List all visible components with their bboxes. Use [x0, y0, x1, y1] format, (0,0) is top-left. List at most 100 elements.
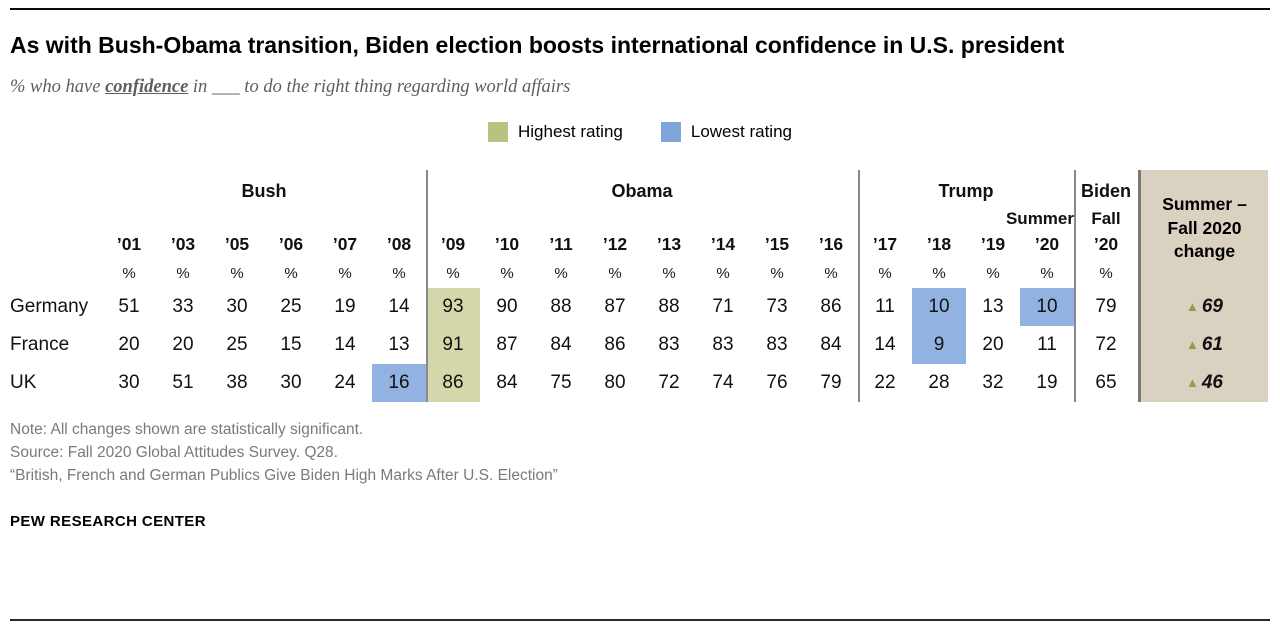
value-cell: 30	[226, 295, 248, 317]
year-label: ’06	[278, 234, 304, 255]
value-cell: 14	[334, 333, 356, 355]
value-cell: 74	[712, 371, 734, 393]
year-label: ’17	[872, 234, 898, 255]
value-cell: 73	[766, 295, 788, 317]
value-cell: 10	[912, 287, 966, 326]
year-label: ’15	[764, 234, 790, 255]
percent-sign: %	[878, 265, 892, 283]
percent-sign: %	[1099, 265, 1113, 283]
percent-sign: %	[824, 265, 838, 283]
year-label: ’05	[224, 234, 250, 255]
note-line: Note: All changes shown are statisticall…	[10, 420, 364, 438]
percent-sign: %	[230, 265, 244, 283]
value-cell: 30	[118, 371, 140, 393]
country-label: UK	[10, 371, 37, 393]
group-divider	[858, 169, 860, 402]
year-label: ’10	[494, 234, 520, 255]
legend-swatch	[660, 121, 681, 142]
year-label: ’19	[980, 234, 1006, 255]
value-cell: 90	[496, 295, 518, 317]
subtitle-prefix: % who have	[10, 76, 106, 97]
value-cell: 25	[226, 333, 248, 355]
value-cell: 79	[1095, 295, 1117, 317]
value-cell: 76	[766, 371, 788, 393]
value-cell: 22	[874, 371, 896, 393]
value-cell: 30	[280, 371, 302, 393]
year-label: ’13	[656, 234, 682, 255]
value-cell: 72	[658, 371, 680, 393]
value-cell: 51	[118, 295, 140, 317]
year-label: ’11	[549, 234, 573, 255]
value-cell: 33	[172, 295, 194, 317]
percent-sign: %	[554, 265, 568, 283]
change-value: ▲ 61	[1138, 325, 1268, 364]
report-page: As with Bush-Obama transition, Biden ele…	[0, 8, 1280, 628]
year-label: ’16	[818, 234, 844, 255]
value-cell: 20	[172, 333, 194, 355]
president-group-label: Obama	[611, 180, 673, 201]
change-column-header: Summer – Fall 2020 change	[1138, 169, 1268, 288]
country-label: Germany	[10, 295, 89, 317]
value-cell: 13	[982, 295, 1004, 317]
up-triangle-icon: ▲	[1185, 337, 1199, 353]
year-label: ’20	[1093, 234, 1119, 255]
value-cell: 20	[118, 333, 140, 355]
value-cell: 28	[928, 371, 950, 393]
value-cell: 13	[388, 333, 410, 355]
quote-line: “British, French and German Publics Give…	[10, 467, 558, 485]
value-cell: 84	[496, 371, 518, 393]
year-label: ’18	[926, 234, 952, 255]
change-number: 69	[1201, 295, 1223, 317]
country-label: France	[10, 333, 70, 355]
confidence-table: Bush Obama Trump Biden Summer Fall ’01% ’03% ’05…	[10, 169, 1268, 402]
percent-sign: %	[122, 265, 136, 283]
value-cell: 86	[426, 363, 480, 402]
percent-sign: %	[446, 265, 460, 283]
legend-label: Highest rating	[517, 121, 623, 141]
value-cell: 87	[604, 295, 626, 317]
value-cell: 80	[604, 371, 626, 393]
value-cell: 75	[550, 371, 572, 393]
group-divider	[1074, 169, 1076, 402]
value-cell: 15	[280, 333, 302, 355]
percent-sign: %	[338, 265, 352, 283]
value-cell: 83	[658, 333, 680, 355]
value-cell: 88	[550, 295, 572, 317]
source-line: Source: Fall 2020 Global Attitudes Surve…	[10, 443, 338, 461]
change-value: ▲ 46	[1138, 363, 1268, 402]
value-cell: 19	[334, 295, 356, 317]
legend-item: Highest rating	[487, 121, 623, 142]
percent-sign: %	[986, 265, 1000, 283]
year-label: ’20	[1034, 234, 1060, 255]
value-cell: 19	[1036, 371, 1058, 393]
page-title: As with Bush-Obama transition, Biden ele…	[10, 32, 1065, 58]
value-cell: 25	[280, 295, 302, 317]
value-cell: 79	[820, 371, 842, 393]
value-cell: 32	[982, 371, 1004, 393]
value-cell: 84	[820, 333, 842, 355]
year-label: ’03	[170, 234, 196, 255]
value-cell: 24	[334, 371, 356, 393]
subtitle-emphasis: confidence	[105, 76, 189, 97]
percent-sign: %	[176, 265, 190, 283]
value-cell: 10	[1020, 287, 1074, 326]
percent-sign: %	[770, 265, 784, 283]
value-cell: 65	[1095, 371, 1117, 393]
subtitle-suffix: in ___ to do the right thing regarding w…	[188, 76, 571, 97]
change-number: 46	[1201, 371, 1223, 393]
value-cell: 20	[982, 333, 1004, 355]
value-cell: 51	[172, 371, 194, 393]
percent-sign: %	[284, 265, 298, 283]
percent-sign: %	[662, 265, 676, 283]
year-label: ’09	[440, 234, 466, 255]
up-triangle-icon: ▲	[1185, 375, 1199, 391]
value-cell: 84	[550, 333, 572, 355]
value-cell: 11	[1037, 333, 1057, 355]
change-value: ▲ 69	[1138, 287, 1268, 326]
season-label: Summer	[1005, 208, 1074, 228]
president-group-label: Bush	[241, 180, 287, 201]
value-cell: 16	[372, 363, 426, 402]
group-divider	[426, 169, 428, 402]
value-cell: 88	[658, 295, 680, 317]
year-label: ’12	[602, 234, 628, 255]
